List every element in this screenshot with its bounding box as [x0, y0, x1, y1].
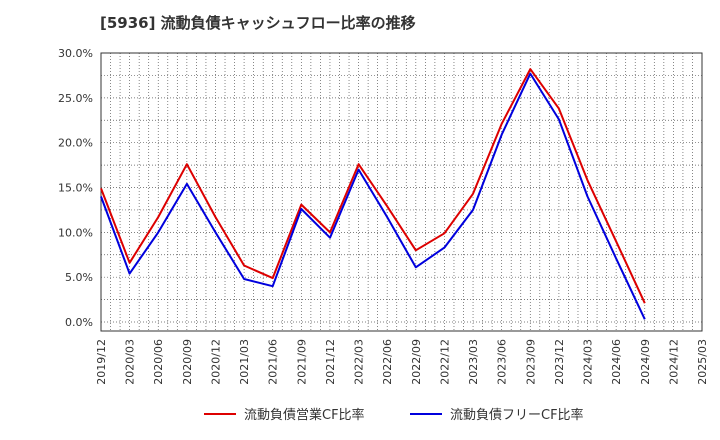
y-tick-label: 10.0%	[58, 226, 93, 239]
x-tick-label: 2023/12	[553, 339, 566, 385]
x-tick-label: 2020/09	[181, 339, 194, 385]
x-tick-label: 2024/09	[639, 339, 652, 385]
x-tick-label: 2023/09	[524, 339, 537, 385]
y-tick-label: 25.0%	[58, 92, 93, 105]
series-line-1	[100, 68, 646, 304]
x-tick-label: 2021/03	[238, 339, 251, 385]
chart-title: [5936] 流動負債キャッシュフロー比率の推移	[100, 14, 416, 32]
y-tick-label: 30.0%	[58, 47, 93, 60]
x-tick-label: 2024/06	[610, 339, 623, 385]
x-tick-label: 2020/03	[124, 339, 137, 385]
legend-item-1: 流動負債営業CF比率	[204, 407, 365, 423]
x-tick-label: 2024/03	[582, 339, 595, 385]
y-tick-label: 15.0%	[58, 182, 93, 195]
vertical-grid	[110, 53, 693, 331]
horizontal-grid	[101, 52, 702, 323]
x-tick-label: 2022/09	[410, 339, 423, 385]
x-tick-label: 2023/06	[496, 339, 509, 385]
y-tick-label: 5.0%	[65, 271, 93, 284]
x-tick-label: 2021/06	[267, 339, 280, 385]
x-tick-label: 2022/06	[381, 339, 394, 385]
x-tick-label: 2025/03	[696, 339, 709, 385]
x-tick-label: 2022/03	[353, 339, 366, 385]
x-tick-label: 2020/12	[209, 339, 222, 385]
plot-border	[100, 52, 703, 332]
x-tick-label: 2021/12	[324, 339, 337, 385]
legend: 流動負債営業CF比率 流動負債フリーCF比率	[204, 407, 584, 423]
x-tick-label: 2022/12	[438, 339, 451, 385]
legend-label: 流動負債フリーCF比率	[450, 407, 584, 423]
x-tick-label: 2021/09	[295, 339, 308, 385]
y-tick-label: 20.0%	[58, 137, 93, 150]
series-line-2	[100, 72, 646, 320]
x-tick-label: 2023/03	[467, 339, 480, 385]
x-tick-label: 2024/12	[667, 339, 680, 385]
y-tick-label: 0.0%	[65, 316, 93, 329]
legend-label: 流動負債営業CF比率	[244, 407, 365, 423]
plot-area: 0.0% 5.0% 10.0% 15.0% 20.0% 25.0% 30.0% 2019/12…	[58, 47, 709, 385]
x-tick-label: 2020/06	[152, 339, 165, 385]
x-tick-label: 2019/12	[95, 339, 108, 385]
legend-item-2: 流動負債フリーCF比率	[410, 407, 584, 423]
